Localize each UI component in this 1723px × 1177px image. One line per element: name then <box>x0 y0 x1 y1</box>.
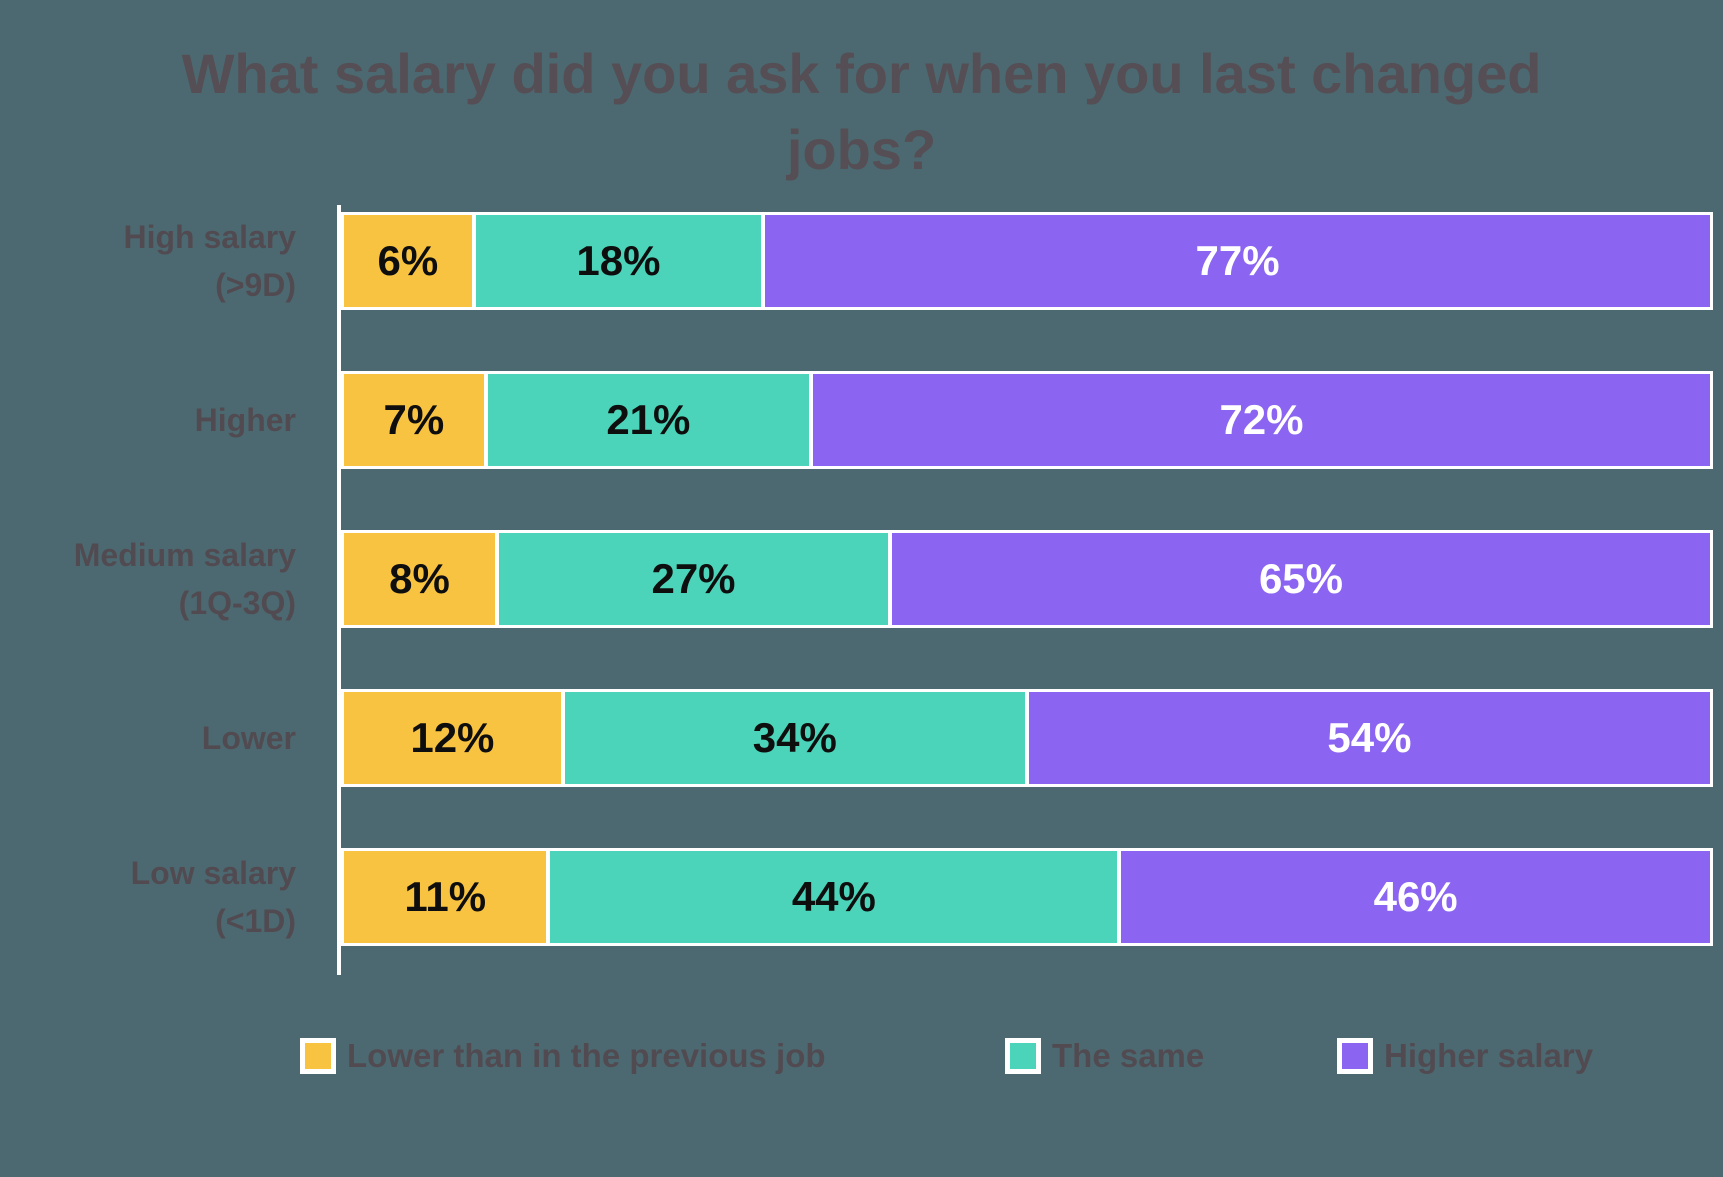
bar-segment-lower: 7% <box>344 374 484 466</box>
bar-segment-higher: 72% <box>812 374 1710 466</box>
bar-row: High salary (>9D) 6% 18% 77% <box>0 212 1723 310</box>
bar-segment-same: 34% <box>564 692 1025 784</box>
y-axis-line <box>337 205 341 975</box>
stacked-bar: 11% 44% 46% <box>341 848 1713 946</box>
legend-swatch-lower <box>300 1038 336 1074</box>
stacked-bar: 12% 34% 54% <box>341 689 1713 787</box>
legend-swatch-higher <box>1337 1038 1373 1074</box>
legend-item-higher: Higher salary <box>1337 1037 1593 1075</box>
bar-segment-same: 21% <box>487 374 809 466</box>
category-label: Higher <box>194 402 296 438</box>
category-label: Lower <box>201 720 296 756</box>
bar-row: Low salary (<1D) 11% 44% 46% <box>0 848 1723 946</box>
bar-segment-higher: 54% <box>1028 692 1710 784</box>
legend-item-lower: Lower than in the previous job <box>300 1037 826 1075</box>
bar-segment-higher: 65% <box>891 533 1710 625</box>
legend-item-same: The same <box>1005 1037 1204 1075</box>
legend-label: The same <box>1052 1037 1205 1074</box>
bar-segment-same: 44% <box>550 851 1118 943</box>
legend-swatch-same <box>1005 1038 1041 1074</box>
bar-segment-lower: 6% <box>344 215 472 307</box>
bar-segment-lower: 11% <box>344 851 547 943</box>
category-label: Medium salary (1Q-3Q) <box>73 537 296 621</box>
bar-segment-same: 27% <box>499 533 888 625</box>
plot-area: High salary (>9D) 6% 18% 77% Higher 7% 21% 72% M… <box>0 212 1723 952</box>
bar-row: Lower 12% 34% 54% <box>0 689 1723 787</box>
stacked-bar: 8% 27% 65% <box>341 530 1713 628</box>
chart-title: What salary did you ask for when you las… <box>181 42 1542 181</box>
stacked-bar: 7% 21% 72% <box>341 371 1713 469</box>
bar-segment-higher: 77% <box>765 215 1710 307</box>
bar-row: Medium salary (1Q-3Q) 8% 27% 65% <box>0 530 1723 628</box>
bar-segment-higher: 46% <box>1121 851 1710 943</box>
category-label: Low salary (<1D) <box>130 855 296 939</box>
bar-row: Higher 7% 21% 72% <box>0 371 1723 469</box>
legend-label: Lower than in the previous job <box>347 1037 826 1074</box>
bar-segment-lower: 12% <box>344 692 561 784</box>
stacked-bar: 6% 18% 77% <box>341 212 1713 310</box>
bar-segment-same: 18% <box>475 215 762 307</box>
category-label: High salary (>9D) <box>123 219 296 303</box>
legend-label: Higher salary <box>1384 1037 1594 1074</box>
bar-segment-lower: 8% <box>344 533 496 625</box>
